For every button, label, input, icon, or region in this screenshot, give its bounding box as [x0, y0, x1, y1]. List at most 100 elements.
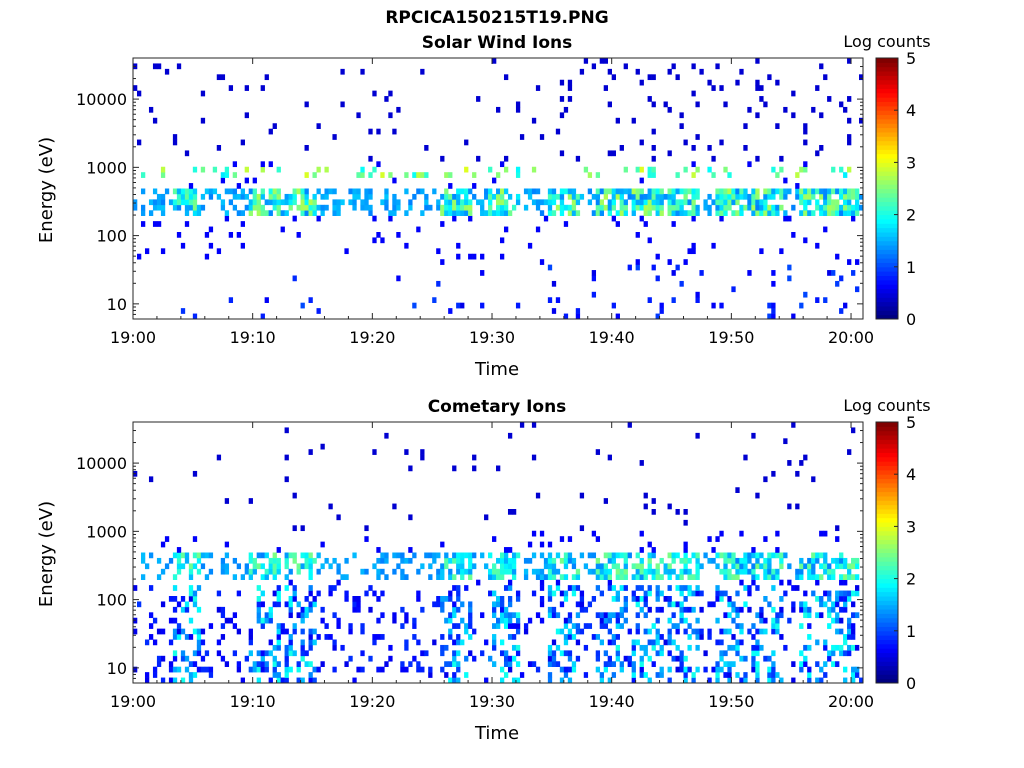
spectrogram-cell	[492, 177, 497, 184]
spectrogram-cell	[787, 503, 792, 510]
spectrogram-cell	[655, 606, 660, 613]
spectrogram-cell	[156, 63, 162, 70]
spectrogram-cell	[571, 557, 577, 564]
colorbar-segment	[876, 136, 898, 142]
spectrogram-cell	[160, 210, 166, 216]
spectrogram-cell	[751, 204, 756, 211]
spectrogram-cell	[160, 677, 166, 684]
spectrogram-cell	[575, 313, 581, 320]
spectrogram-cell	[631, 574, 636, 580]
spectrogram-cell	[456, 568, 461, 575]
spectrogram-cell	[168, 617, 174, 624]
spectrogram-cell	[623, 199, 628, 206]
spectrogram-cell	[623, 204, 628, 211]
spectrogram-cell	[511, 677, 517, 684]
colorbar-segment	[876, 288, 898, 294]
spectrogram-cell	[815, 188, 820, 195]
spectrogram-cell	[172, 596, 178, 602]
spectrogram-cell	[659, 199, 664, 206]
spectrogram-cell	[807, 188, 812, 195]
spectrogram-cell	[835, 536, 840, 542]
spectrogram-cell	[160, 172, 166, 178]
spectrogram-cell	[603, 188, 608, 195]
spectrogram-cell	[735, 210, 740, 216]
spectrogram-cell	[252, 204, 257, 211]
spectrogram-cell	[288, 552, 293, 559]
spectrogram-cell	[555, 568, 561, 575]
spectrogram-cell	[815, 574, 820, 580]
spectrogram-cell	[827, 655, 832, 662]
spectrogram-cell	[743, 568, 748, 575]
spectrogram-cell	[695, 101, 700, 108]
spectrogram-cell	[324, 193, 329, 200]
spectrogram-cell	[268, 568, 273, 575]
spectrogram-cell	[408, 204, 413, 211]
spectrogram-cell	[228, 199, 234, 206]
spectrogram-cell	[547, 677, 553, 684]
spectrogram-cell	[751, 661, 756, 667]
spectrogram-cell	[216, 74, 222, 81]
spectrogram-cell	[188, 672, 194, 678]
spectrogram-cell	[316, 308, 321, 314]
spectrogram-cell	[312, 204, 317, 211]
spectrogram-cell	[803, 655, 808, 662]
spectrogram-cell	[384, 552, 389, 559]
spectrogram-cell	[779, 677, 784, 684]
spectrogram-cell	[260, 204, 265, 211]
spectrogram-cell	[707, 193, 712, 200]
spectrogram-cell	[579, 596, 585, 602]
spectrogram-cell	[460, 199, 465, 206]
spectrogram-cell	[667, 650, 672, 657]
spectrogram-cell	[547, 655, 553, 662]
spectrogram-cell	[248, 650, 253, 657]
spectrogram-cell	[140, 221, 146, 227]
spectrogram-cell	[551, 199, 557, 206]
spectrogram-cell	[843, 666, 848, 673]
spectrogram-cell	[176, 628, 182, 635]
spectrogram-cell	[456, 557, 461, 564]
spectrogram-cell	[492, 606, 497, 613]
spectrogram-cell	[539, 601, 545, 608]
spectrogram-cell	[472, 172, 477, 178]
spectrogram-cell	[332, 199, 337, 206]
spectrogram-cell	[715, 661, 720, 667]
spectrogram-cell	[639, 193, 644, 200]
spectrogram-cell	[496, 601, 501, 608]
spectrogram-cell	[727, 661, 732, 667]
spectrogram-cell	[535, 612, 541, 619]
spectrogram-cell	[623, 166, 628, 173]
spectrogram-cell	[172, 655, 178, 662]
spectrogram-cell	[639, 568, 644, 575]
spectrogram-cell	[248, 666, 253, 673]
spectrogram-cell	[288, 650, 293, 657]
spectrogram-cell	[755, 661, 760, 667]
spectrogram-cell	[647, 557, 652, 564]
spectrogram-cell	[607, 188, 612, 195]
cometary-x-ticks: 19:00 19:10 19:20 19:30 19:40 19:50 20:00	[110, 422, 874, 711]
spectrogram-cell	[579, 492, 585, 499]
spectrogram-cell	[851, 666, 856, 673]
spectrogram-cell	[671, 204, 676, 211]
spectrogram-cell	[344, 248, 349, 255]
spectrogram-cell	[456, 204, 461, 211]
x-tick-label: 19:20	[349, 328, 395, 347]
spectrogram-cell	[835, 204, 840, 211]
spectrogram-cell	[484, 677, 489, 684]
spectrogram-cell	[464, 552, 469, 559]
spectrogram-cell	[607, 628, 612, 635]
spectrogram-cell	[683, 666, 688, 673]
spectrogram-cell	[647, 585, 652, 591]
spectrogram-cell	[484, 188, 489, 195]
spectrogram-cell	[739, 557, 744, 564]
spectrogram-cell	[831, 650, 836, 657]
spectrogram-cell	[819, 193, 824, 200]
spectrogram-cell	[300, 204, 305, 211]
spectrogram-cell	[344, 590, 349, 597]
spectrogram-cell	[855, 612, 860, 619]
spectrogram-cell	[160, 204, 166, 211]
spectrogram-cell	[484, 563, 489, 570]
spectrogram-cell	[276, 601, 281, 608]
spectrogram-cell	[488, 199, 493, 206]
spectrogram-cell	[152, 639, 158, 646]
spectrogram-cell	[827, 650, 832, 657]
